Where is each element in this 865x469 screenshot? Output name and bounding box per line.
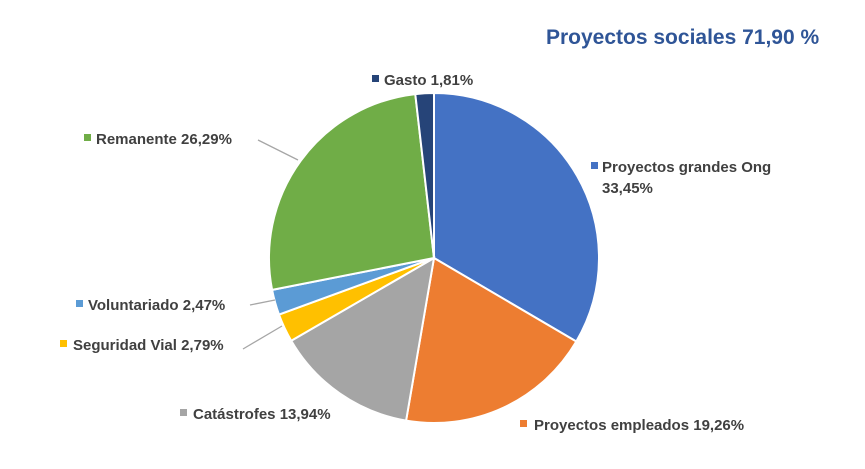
- legend-marker-catastrofes: [180, 409, 187, 416]
- data-label-name-proyectos-grandes-ong: Proyectos grandes Ong: [602, 159, 771, 176]
- legend-marker-proyectos-grandes-ong: [591, 162, 598, 169]
- data-label-catastrofes: Catástrofes 13,94%: [193, 406, 331, 423]
- legend-marker-proyectos-empleados: [520, 420, 527, 427]
- leader-line-remanente: [257, 139, 299, 161]
- pie-slice-gasto: [414, 91, 435, 259]
- data-label-value-proyectos-grandes-ong: 33,45%: [602, 180, 653, 197]
- legend-marker-gasto: [372, 75, 379, 82]
- data-label-remanente: Remanente 26,29%: [96, 131, 232, 148]
- legend-marker-remanente: [84, 134, 91, 141]
- data-label-proyectos-empleados: Proyectos empleados 19,26%: [534, 417, 744, 434]
- leader-line-seguridad-vial: [242, 325, 283, 350]
- pie-slice-proyectos-empleados: [404, 256, 578, 424]
- data-label-voluntariado: Voluntariado 2,47%: [88, 297, 225, 314]
- data-label-seguridad-vial: Seguridad Vial 2,79%: [73, 337, 224, 354]
- data-label-gasto: Gasto 1,81%: [384, 72, 473, 89]
- pie-slice-proyectos-grandes-ong: [433, 91, 600, 343]
- legend-marker-voluntariado: [76, 300, 83, 307]
- legend-marker-seguridad-vial: [60, 340, 67, 347]
- pie-slice-remanente: [267, 92, 436, 292]
- chart-title: Proyectos sociales 71,90 %: [546, 26, 820, 49]
- leader-line-voluntariado: [249, 299, 276, 306]
- pie-slice-catastrofes: [289, 256, 436, 422]
